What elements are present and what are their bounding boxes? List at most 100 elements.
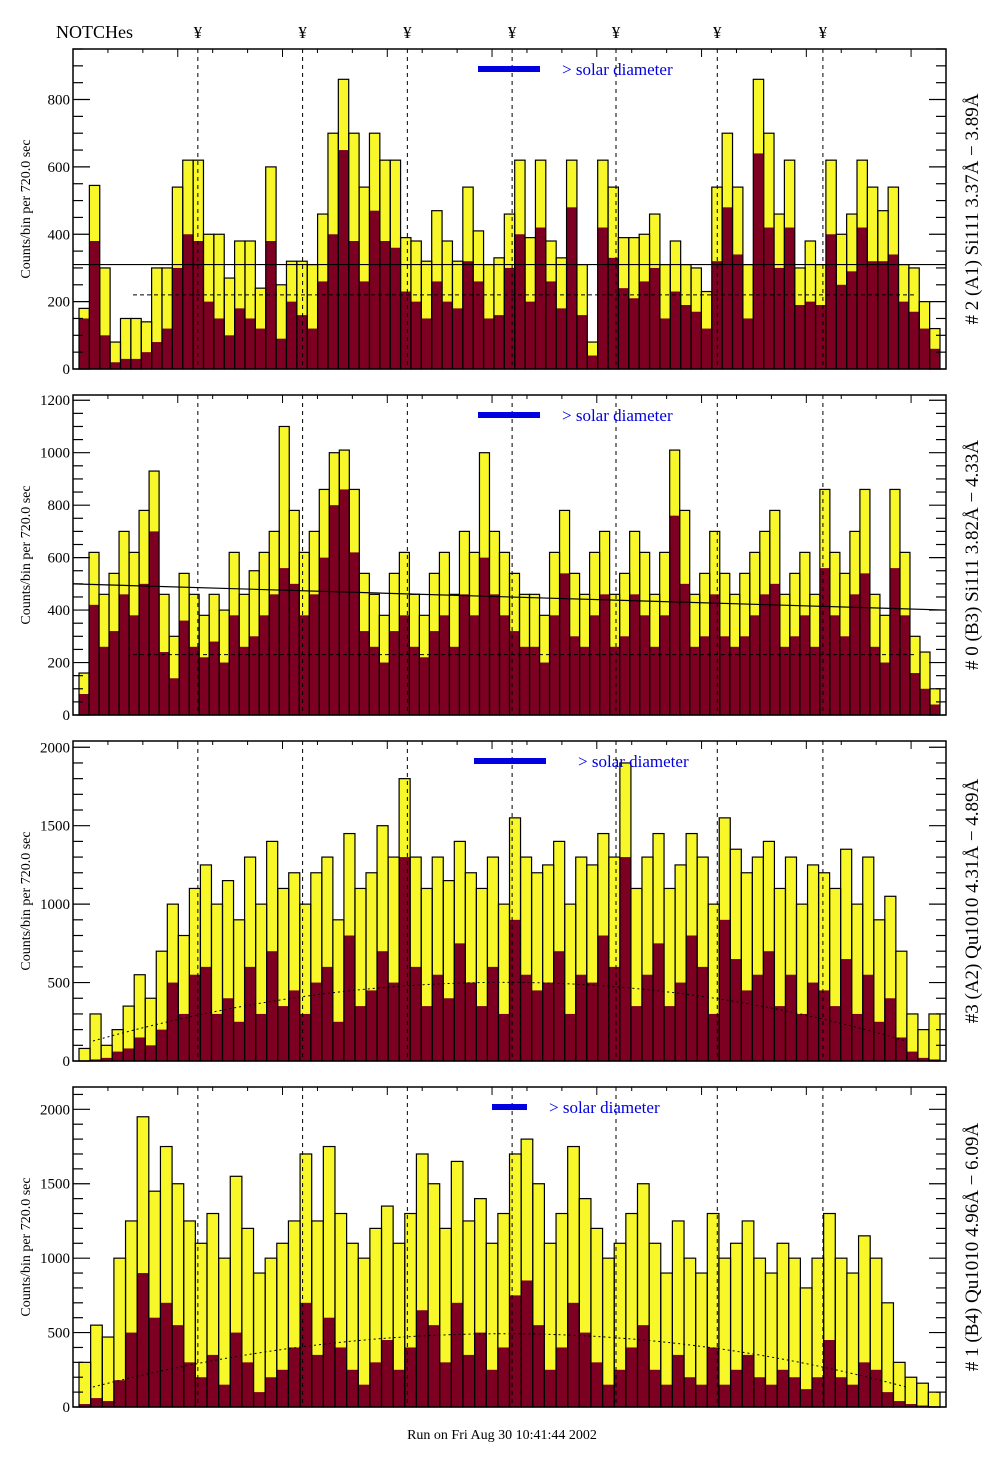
signal-bar <box>763 227 775 369</box>
signal-bar <box>895 1037 907 1061</box>
signal-bar <box>343 935 355 1061</box>
signal-bar <box>873 1021 885 1061</box>
panel-2: 0 200 400 600 800 1000 1200 Counts/bin per 720.… <box>19 393 983 724</box>
notch-marker: ¥ <box>298 23 307 42</box>
y-axis-label: Counts/bin per 720.0 sec <box>19 485 34 624</box>
signal-bar <box>825 234 837 369</box>
signal-bar <box>148 1317 161 1407</box>
signal-bar <box>539 662 550 715</box>
signal-bar <box>796 1013 808 1061</box>
signal-bar <box>309 594 320 715</box>
legend-swatch <box>478 66 540 72</box>
signal-bar <box>141 352 152 369</box>
signal-bar <box>697 966 709 1061</box>
y-tick-label: 1000 <box>40 897 70 913</box>
legend-swatch <box>474 758 546 764</box>
signal-bar <box>619 857 631 1061</box>
signal-bar <box>119 594 130 715</box>
signal-bar <box>89 604 100 715</box>
signal-bar <box>465 982 477 1061</box>
signal-bar <box>479 557 490 715</box>
notches-label: NOTCHes <box>56 22 133 42</box>
signal-bar <box>763 951 775 1061</box>
signal-bar <box>929 704 940 715</box>
signal-bar <box>509 631 520 715</box>
y-tick-label: 1000 <box>40 1251 70 1267</box>
signal-bar <box>498 1013 510 1061</box>
signal-bar <box>379 662 390 715</box>
y-tick-label: 600 <box>48 551 71 567</box>
signal-bar <box>149 531 160 715</box>
signal-bar <box>429 631 440 715</box>
signal-bar <box>870 1369 882 1407</box>
signal-bar <box>151 342 162 369</box>
signal-bar <box>597 935 609 1061</box>
signal-bar <box>625 1347 638 1407</box>
signal-bar <box>858 1362 871 1407</box>
signal-bar <box>443 998 455 1061</box>
signal-bar <box>680 305 692 369</box>
signal-bar <box>90 1398 103 1407</box>
panel-title: # 1 (B4) Qu1010 4.96Å − 6.09Å <box>962 1123 983 1371</box>
signal-bar <box>741 990 753 1061</box>
signal-bar <box>255 328 266 369</box>
signal-bar <box>203 301 214 369</box>
signal-bar <box>399 857 411 1061</box>
signal-bar <box>619 636 630 715</box>
signal-bar <box>859 573 870 715</box>
signal-bar <box>708 1013 720 1061</box>
signal-bar <box>476 1006 488 1061</box>
y-tick-label: 0 <box>63 1400 71 1416</box>
signal-bar <box>410 966 422 1061</box>
signal-bar <box>542 982 554 1061</box>
signal-bar <box>442 301 453 369</box>
signal-bar <box>399 615 410 715</box>
signal-bar <box>742 318 754 369</box>
notch-marker: ¥ <box>508 23 517 42</box>
signal-bar <box>630 1006 642 1061</box>
signal-bar <box>276 1369 289 1407</box>
signal-bar <box>130 358 142 369</box>
signal-bar <box>169 678 180 715</box>
signal-bar <box>800 1389 813 1407</box>
signal-bar <box>230 1332 242 1407</box>
y-tick-label: 0 <box>63 362 71 378</box>
signal-bar <box>752 974 764 1061</box>
signal-bar <box>327 234 339 369</box>
panel-title: # 2 (A1) Si111 3.37Å − 3.89Å <box>962 93 983 324</box>
y-axis-label: Counts/bin per 720.0 sec <box>19 1177 34 1316</box>
signal-bar <box>421 1006 433 1061</box>
signal-bar <box>299 1013 311 1061</box>
notch-marker: ¥ <box>612 23 621 42</box>
run-timestamp: Run on Fri Aug 30 10:41:44 2002 <box>407 1428 597 1443</box>
signal-bar <box>332 1021 344 1061</box>
signal-bar <box>906 1051 918 1061</box>
signal-bar <box>452 308 463 369</box>
signal-bar <box>409 646 420 715</box>
signal-bar <box>125 1332 138 1407</box>
signal-bar <box>908 311 920 369</box>
signal-bar <box>807 982 819 1061</box>
background-trend-line <box>72 583 947 611</box>
signal-bar <box>369 646 380 715</box>
signal-bar <box>879 662 890 715</box>
signal-bar <box>809 646 820 715</box>
y-axis-label: Counts/bin per 720.0 sec <box>19 831 34 970</box>
signal-bar <box>525 301 536 369</box>
y-tick-label: 1000 <box>40 446 70 462</box>
signal-bar <box>509 919 521 1061</box>
signal-bar <box>265 241 277 369</box>
signal-bar <box>608 966 620 1061</box>
y-tick-label: 0 <box>63 1054 71 1070</box>
signal-bar <box>812 1377 824 1407</box>
y-tick-label: 200 <box>48 295 71 311</box>
signal-bar <box>449 646 460 715</box>
signal-bar <box>145 1045 157 1061</box>
panel-4: 0 500 1000 1500 2000 Counts/bin per 720.0 sec… <box>19 1086 983 1416</box>
signal-bar <box>649 1369 661 1407</box>
signal-bar <box>346 1369 359 1407</box>
signal-bar <box>410 301 422 369</box>
signal-bar <box>730 959 742 1061</box>
signal-bar <box>224 335 235 369</box>
legend-label: > solar diameter <box>562 60 673 79</box>
